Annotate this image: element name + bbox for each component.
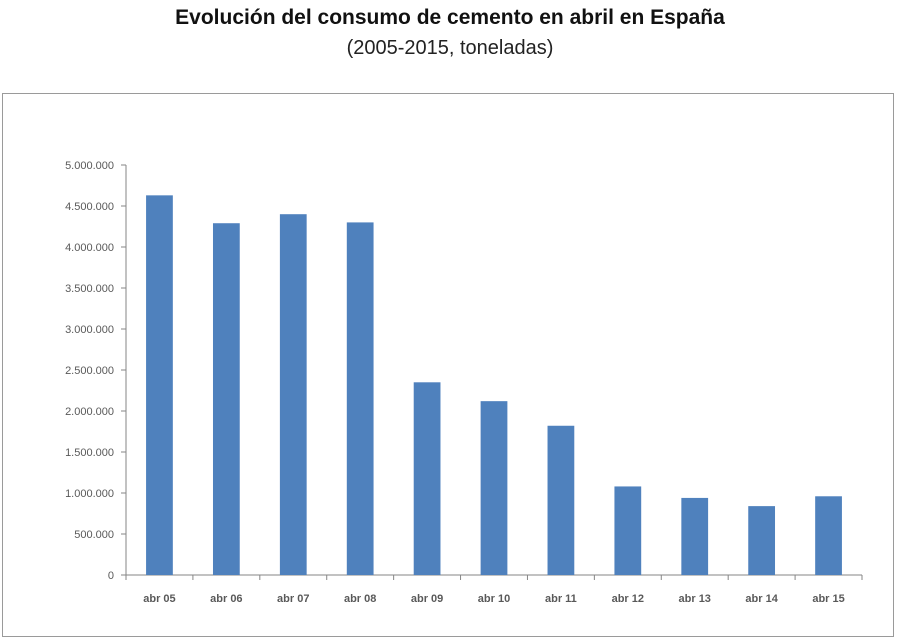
y-tick-label: 5.000.000: [65, 160, 114, 172]
y-tick-label: 3.000.000: [65, 324, 114, 336]
bar: [681, 497, 709, 575]
bar: [815, 496, 842, 575]
x-tick-label: abr 05: [143, 593, 175, 605]
y-tick-label: 2.500.000: [65, 365, 114, 377]
chart-title: Evolución del consumo de cemento en abri…: [175, 6, 725, 29]
y-tick-label: 1.000.000: [65, 488, 114, 500]
y-tick-label: 3.500.000: [65, 283, 114, 295]
y-tick-label: 4.500.000: [65, 201, 114, 213]
bar: [480, 401, 508, 575]
y-tick-label: 4.000.000: [65, 242, 114, 254]
x-tick-label: abr 15: [812, 593, 844, 605]
bar: [413, 382, 441, 575]
chart-subtitle: (2005-2015, toneladas): [346, 37, 554, 59]
x-tick-label: abr 09: [411, 593, 443, 605]
y-tick-label: 500.000: [74, 529, 114, 541]
x-tick-label: abr 12: [612, 593, 644, 605]
x-tick-label: abr 11: [545, 593, 577, 605]
y-tick-label: 2.000.000: [65, 406, 114, 418]
y-tick-label: 0: [108, 570, 114, 582]
bar: [279, 214, 307, 575]
bar: [212, 223, 240, 575]
x-tick-label: abr 06: [210, 593, 242, 605]
y-tick-label: 1.500.000: [65, 447, 114, 459]
x-tick-label: abr 07: [277, 593, 309, 605]
bar: [614, 486, 642, 575]
bar: [748, 506, 776, 575]
bar: [146, 195, 173, 575]
bar: [547, 425, 575, 575]
bar: [346, 222, 374, 575]
x-tick-label: abr 08: [344, 593, 376, 605]
x-tick-label: abr 10: [478, 593, 510, 605]
x-tick-label: abr 13: [679, 593, 711, 605]
x-tick-label: abr 14: [745, 593, 778, 605]
